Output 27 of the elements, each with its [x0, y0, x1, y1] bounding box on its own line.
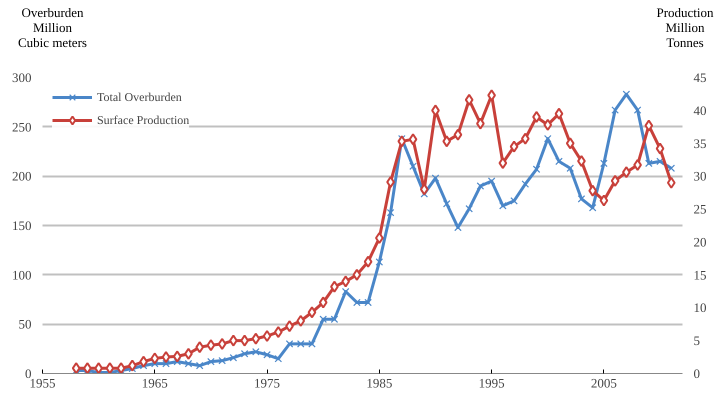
y2-tick-label: 35	[694, 136, 706, 151]
y-tick-label: 250	[12, 119, 32, 134]
x-tick-label: 1965	[142, 376, 168, 390]
y-axis-title: Overburden Million Cubic meters	[18, 5, 87, 50]
legend-label: Total Overburden	[97, 90, 182, 104]
x-tick-label: 1995	[478, 376, 505, 390]
x-tick-label: 1985	[366, 376, 392, 390]
y2-tick-label: 0	[694, 366, 700, 381]
y2-tick-label: 20	[694, 234, 706, 250]
x-tick-label: 2005	[590, 376, 617, 390]
y2-tick-label: 15	[694, 267, 706, 282]
y-tick-label: 100	[12, 267, 32, 282]
y-tick-label: 50	[18, 316, 32, 332]
y2-tick-label: 25	[694, 202, 706, 217]
legend-label: Surface Production	[97, 112, 190, 128]
y2-tick-label: 40	[694, 102, 706, 118]
y-tick-label: 200	[12, 168, 32, 184]
y2-tick-label: 45	[694, 70, 706, 85]
x-tick-label: 1955	[30, 376, 56, 390]
y2-tick-label: 5	[694, 333, 700, 348]
y-tick-label: 300	[12, 70, 32, 85]
y-tick-label: 0	[25, 366, 32, 381]
y2-tick-label: 10	[694, 300, 706, 316]
y2-axis-title: Production Million Tonnes	[656, 5, 714, 50]
x-tick-label: 1975	[254, 376, 280, 390]
y2-tick-label: 30	[694, 168, 706, 184]
y-tick-label: 150	[12, 218, 32, 233]
